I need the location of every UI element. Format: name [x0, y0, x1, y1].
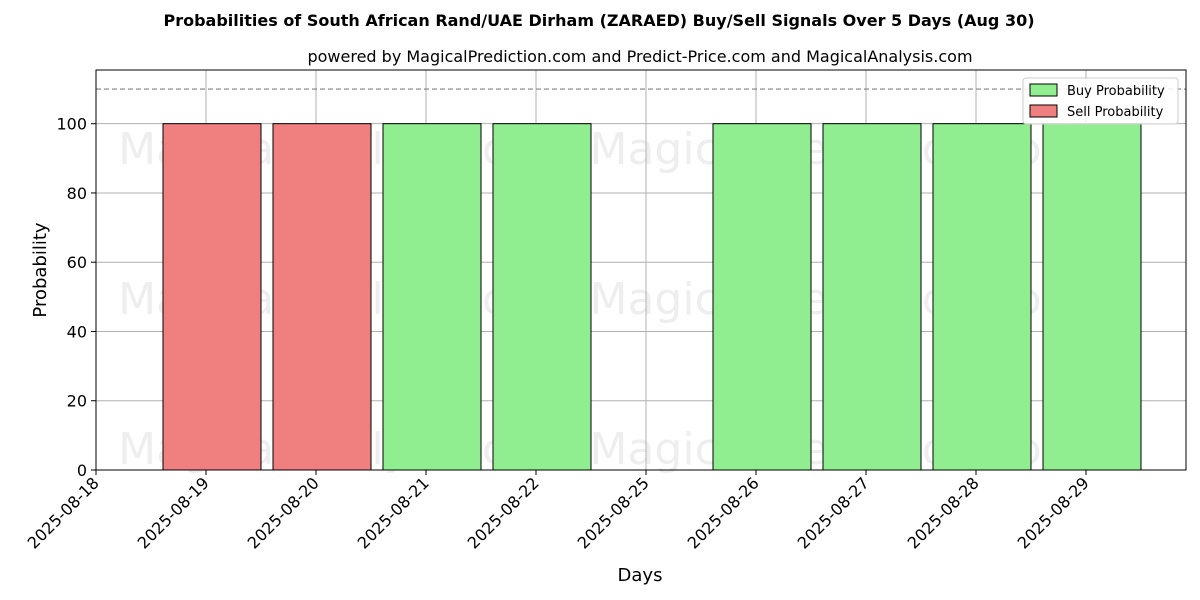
sell-bar	[272, 123, 372, 471]
bar-layer	[162, 123, 1142, 471]
x-tick-label: 2025-08-18	[24, 473, 103, 552]
y-tick-label: 80	[67, 184, 87, 203]
y-tick-label: 100	[56, 115, 87, 134]
chart-title: Probabilities of South African Rand/UAE …	[163, 11, 1034, 30]
y-tick-label: 40	[67, 322, 87, 341]
x-tick-label: 2025-08-26	[684, 473, 763, 552]
y-tick-label: 20	[67, 392, 87, 411]
buy-bar	[1042, 123, 1142, 471]
x-tick-label: 2025-08-19	[134, 473, 213, 552]
buy-legend-label: Buy Probability	[1067, 84, 1165, 99]
x-tick-label: 2025-08-29	[1014, 473, 1093, 552]
buy-bar	[932, 123, 1032, 471]
sell-bar	[162, 123, 262, 471]
y-axis-label: Probability	[30, 222, 51, 317]
legend: Buy Probability Sell Probability	[1022, 77, 1179, 125]
legend-box	[1022, 77, 1179, 125]
y-tick-label: 0	[77, 461, 87, 480]
buy-bar	[712, 123, 812, 471]
x-tick-label: 2025-08-20	[244, 473, 323, 552]
plot-frame	[95, 69, 1187, 471]
x-tick-label: 2025-08-22	[464, 473, 543, 552]
x-tick-label: 2025-08-27	[794, 473, 873, 552]
x-tick-label: 2025-08-28	[904, 473, 983, 552]
sell-legend-swatch	[1029, 104, 1058, 118]
buy-legend-swatch	[1029, 83, 1058, 97]
sell-legend-label: Sell Probability	[1067, 105, 1164, 120]
buy-bar	[382, 123, 482, 471]
buy-bar	[822, 123, 922, 471]
x-tick-label: 2025-08-25	[574, 473, 653, 552]
y-axis-ticks: 0 20 40 60 80 100	[56, 115, 96, 480]
chart-subtitle: powered by MagicalPrediction.com and Pre…	[307, 47, 972, 66]
x-axis-label: Days	[618, 565, 663, 586]
y-tick-label: 60	[67, 253, 87, 272]
x-axis-ticks: 2025-08-18 2025-08-19 2025-08-20 2025-08-21…	[24, 470, 1093, 553]
buy-bar	[492, 123, 592, 471]
x-tick-label: 2025-08-21	[354, 473, 433, 552]
